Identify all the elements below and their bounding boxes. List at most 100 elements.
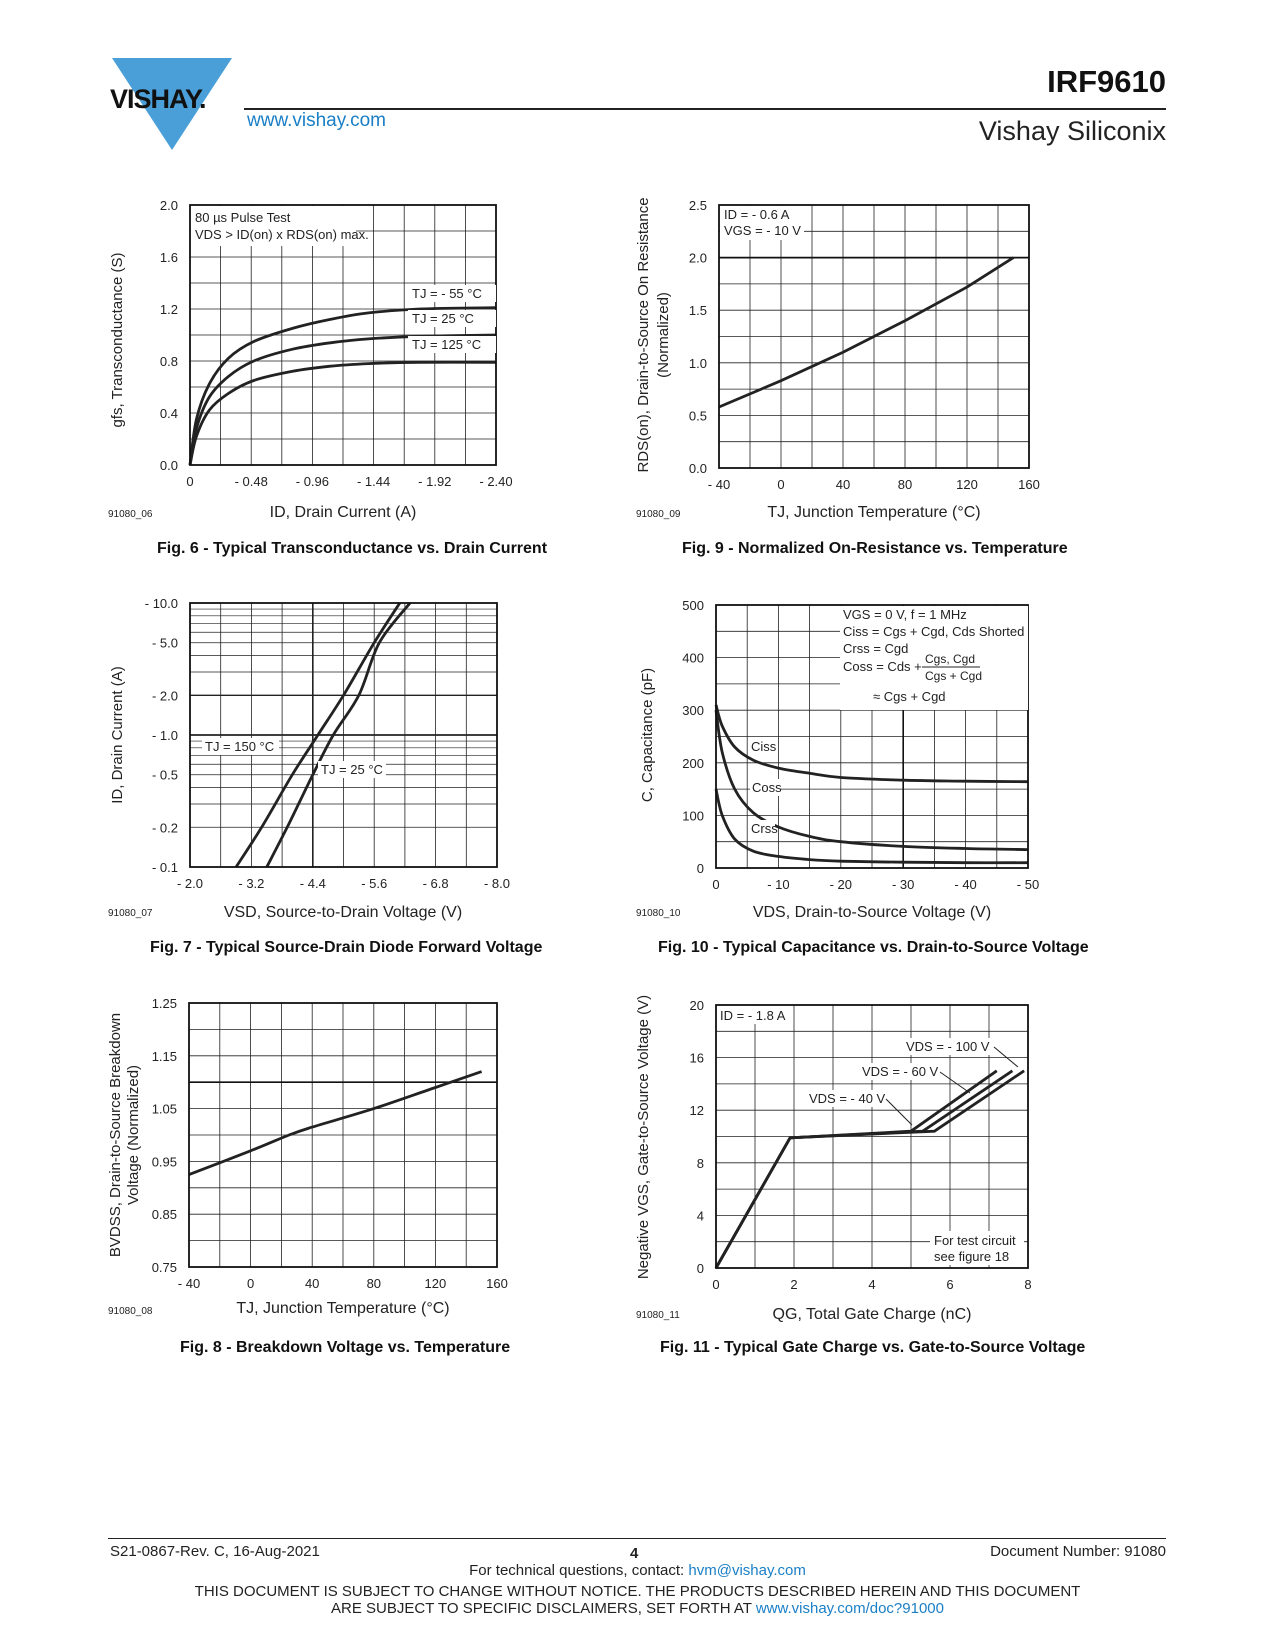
fig7-xtick: - 4.4 xyxy=(300,876,326,891)
fig9-xtick: 40 xyxy=(836,477,850,492)
fig11-series-2 xyxy=(714,1069,1025,1269)
fig6-xticks: 0 - 0.48 - 0.96 - 1.44 - 1.92 - 2.40 xyxy=(186,474,512,489)
fig10-ytick: 300 xyxy=(682,703,704,718)
part-number: IRF9610 xyxy=(1047,64,1166,99)
fig8-ytick: 1.15 xyxy=(152,1049,177,1064)
fig6-xtick: - 0.96 xyxy=(296,474,329,489)
fig11-xtick: 4 xyxy=(868,1277,875,1292)
fig8-series-0 xyxy=(188,1070,483,1176)
fig6-code: 91080_06 xyxy=(108,509,153,520)
fig7-code: 91080_07 xyxy=(108,908,153,919)
fig9-ytick: 2.0 xyxy=(689,251,707,266)
fig8-xtick: 40 xyxy=(305,1276,319,1291)
footer-disclaimer-link[interactable]: www.vishay.com/doc?91000 xyxy=(755,1600,944,1617)
fig7-caption: Fig. 7 - Typical Source-Drain Diode Forw… xyxy=(150,939,543,956)
company-name: Vishay Siliconix xyxy=(978,116,1166,146)
fig9-xtick: - 40 xyxy=(708,477,730,492)
fig11-legend-0: VDS = - 100 V xyxy=(906,1039,990,1054)
vishay-logo xyxy=(112,58,232,150)
fig6-ylabel: gfs, Transconductance (S) xyxy=(109,252,126,427)
fig10-note3: Crss = Cgd xyxy=(843,641,908,656)
fig6-legend-2: TJ = 125 °C xyxy=(412,337,481,352)
fig10-chart: 0 100 200 300 400 500 0 - 10 - 20 - 30 - 40 - 50 C… xyxy=(639,598,1039,921)
fig7-ytick: - 0.5 xyxy=(152,768,178,783)
fig6-ytick: 1.2 xyxy=(160,302,178,317)
fig9-ylabel-2: (Normalized) xyxy=(655,292,672,378)
fig6-legend-0: TJ = - 55 °C xyxy=(412,286,482,301)
fig10-ytick: 0 xyxy=(697,861,704,876)
fig7-xticks: - 2.0 - 3.2 - 4.4 - 5.6 - 6.8 - 8.0 xyxy=(177,876,510,891)
fig10-xlabel: VDS, Drain-to-Source Voltage (V) xyxy=(753,904,991,921)
fig10-legend-0: Ciss xyxy=(751,739,777,754)
fig8-xtick: - 40 xyxy=(178,1276,200,1291)
fig11-legend-1: VDS = - 60 V xyxy=(862,1064,939,1079)
fig6-note1: 80 µs Pulse Test xyxy=(195,210,291,225)
fig9-series-0 xyxy=(718,256,1015,409)
fig7-xtick: - 6.8 xyxy=(423,876,449,891)
fig8-ytick: 1.05 xyxy=(152,1102,177,1117)
fig10-caption: Fig. 10 - Typical Capacitance vs. Drain-… xyxy=(658,939,1089,956)
fig8-ylabel-2: Voltage (Normalized) xyxy=(125,1065,142,1205)
footer-revision: S21-0867-Rev. C, 16-Aug-2021 xyxy=(110,1543,320,1560)
fig11-xlabel: QG, Total Gate Charge (nC) xyxy=(773,1306,972,1323)
fig11-yticks: 0 4 8 12 16 20 xyxy=(690,998,704,1276)
fig6-series-1 xyxy=(188,333,497,466)
fig7-legend-0: TJ = 150 °C xyxy=(205,739,274,754)
fig7-ytick: - 10.0 xyxy=(145,596,178,611)
fig7-legend-1: TJ = 25 °C xyxy=(321,762,383,777)
fig10-xtick: - 10 xyxy=(767,877,789,892)
fig10-note5: ≈ Cgs + Cgd xyxy=(873,689,946,704)
fig11-xtick: 6 xyxy=(946,1277,953,1292)
fig10-ytick: 100 xyxy=(682,808,704,823)
fig10-curves xyxy=(714,704,1029,865)
fig9-yticks: 0.0 0.5 1.0 1.5 2.0 2.5 xyxy=(689,198,707,476)
fig6-chart: 0.0 0.4 0.8 1.2 1.6 2.0 0 - 0.48 - 0.96 - 1.44 - … xyxy=(109,198,513,521)
fig11-chart: 0 4 8 12 16 20 0 2 4 6 8 Negative VGS, Gate-to-So… xyxy=(635,995,1032,1323)
fig7-xtick: - 2.0 xyxy=(177,876,203,891)
fig9-xtick: 160 xyxy=(1018,477,1040,492)
fig7-series-0 xyxy=(234,602,401,868)
fig6-xtick: - 2.40 xyxy=(479,474,512,489)
fig9-code: 91080_09 xyxy=(636,509,681,520)
fig10-note2: Ciss = Cgs + Cgd, Cds Shorted xyxy=(843,624,1024,639)
fig11-ytick: 4 xyxy=(697,1208,704,1223)
footer-email-link[interactable]: hvm@vishay.com xyxy=(688,1562,806,1579)
fig9-caption: Fig. 9 - Normalized On-Resistance vs. Te… xyxy=(682,540,1068,557)
fig10-xtick: - 50 xyxy=(1017,877,1039,892)
fig6-yticks: 0.0 0.4 0.8 1.2 1.6 2.0 xyxy=(160,198,178,473)
fig9-xtick: 80 xyxy=(898,477,912,492)
fig7-xtick: - 3.2 xyxy=(238,876,264,891)
fig6-caption: Fig. 6 - Typical Transconductance vs. Dr… xyxy=(157,540,548,557)
fig10-frac-num: Cgs, Cgd xyxy=(925,652,975,666)
fig10-ylabel: C, Capacitance (pF) xyxy=(639,668,656,802)
fig10-xtick: - 40 xyxy=(954,877,976,892)
fig9-xtick: 0 xyxy=(777,477,784,492)
fig6-ytick: 2.0 xyxy=(160,198,178,213)
fig6-legend: TJ = - 55 °C TJ = 25 °C TJ = 125 °C xyxy=(408,285,496,353)
fig9-ytick: 2.5 xyxy=(689,198,707,213)
footer-disclaimer: THIS DOCUMENT IS SUBJECT TO CHANGE WITHO… xyxy=(194,1583,1081,1617)
fig7-yticks: - 10.0 - 5.0 - 2.0 - 1.0 - 0.5 - 0.2 - 0.1 xyxy=(145,596,178,875)
fig8-ytick: 0.75 xyxy=(152,1260,177,1275)
fig8-xticks: - 40 0 40 80 120 160 xyxy=(178,1276,508,1291)
fig8-ytick: 0.95 xyxy=(152,1154,177,1169)
fig8-code: 91080_08 xyxy=(108,1306,153,1317)
fig9-ytick: 1.5 xyxy=(689,303,707,318)
fig6-curves xyxy=(188,306,497,466)
fig6-ytick: 0.4 xyxy=(160,406,178,421)
fig6-legend-1: TJ = 25 °C xyxy=(412,311,474,326)
fig7-ylabel: ID, Drain Current (A) xyxy=(109,666,126,804)
fig6-series-0 xyxy=(188,306,497,466)
fig11-ytick: 12 xyxy=(690,1103,704,1118)
fig11-xticks: 0 2 4 6 8 xyxy=(712,1277,1031,1292)
fig8-ylabel-1: BVDSS, Drain-to-Source Breakdown xyxy=(107,1013,124,1257)
website-link[interactable]: www.vishay.com xyxy=(247,110,387,131)
fig8-xtick: 0 xyxy=(247,1276,254,1291)
fig7-ytick: - 2.0 xyxy=(152,688,178,703)
fig9-xticks: - 40 0 40 80 120 160 xyxy=(708,477,1040,492)
fig11-xtick: 8 xyxy=(1024,1277,1031,1292)
fig7-grid xyxy=(190,603,497,867)
fig7-chart: - 10.0 - 5.0 - 2.0 - 1.0 - 0.5 - 0.2 - 0.1 - 2… xyxy=(109,596,510,921)
fig9-ytick: 0.5 xyxy=(689,408,707,423)
fig8-xtick: 80 xyxy=(367,1276,381,1291)
